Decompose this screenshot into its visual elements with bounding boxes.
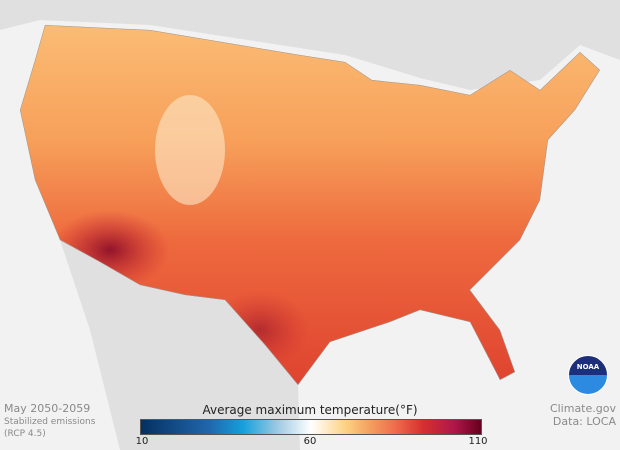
credit-data: Data: LOCA	[552, 415, 616, 428]
credit-source: Climate.gov	[549, 402, 616, 415]
scenario-line-2: (RCP 4.5)	[4, 429, 46, 439]
scenario-line-1: Stabilized emissions	[4, 417, 96, 427]
credit: Climate.gov Data: LOCA	[550, 402, 616, 428]
noaa-logo: NOAA	[568, 355, 608, 395]
legend-tick-min: 10	[135, 436, 149, 447]
legend-title: Average maximum temperature(°F)	[202, 403, 418, 417]
time-period-label: May 2050-2059	[4, 402, 91, 415]
mexico-landmass	[60, 240, 300, 450]
legend-colorbar	[140, 419, 482, 435]
scenario-label: Stabilized emissions (RCP 4.5)	[4, 416, 95, 440]
canada-landmass	[0, 0, 620, 90]
legend-tick-mid: 60	[303, 436, 317, 447]
noaa-logo-text: NOAA	[576, 363, 600, 371]
legend-tick-max: 110	[468, 436, 488, 447]
